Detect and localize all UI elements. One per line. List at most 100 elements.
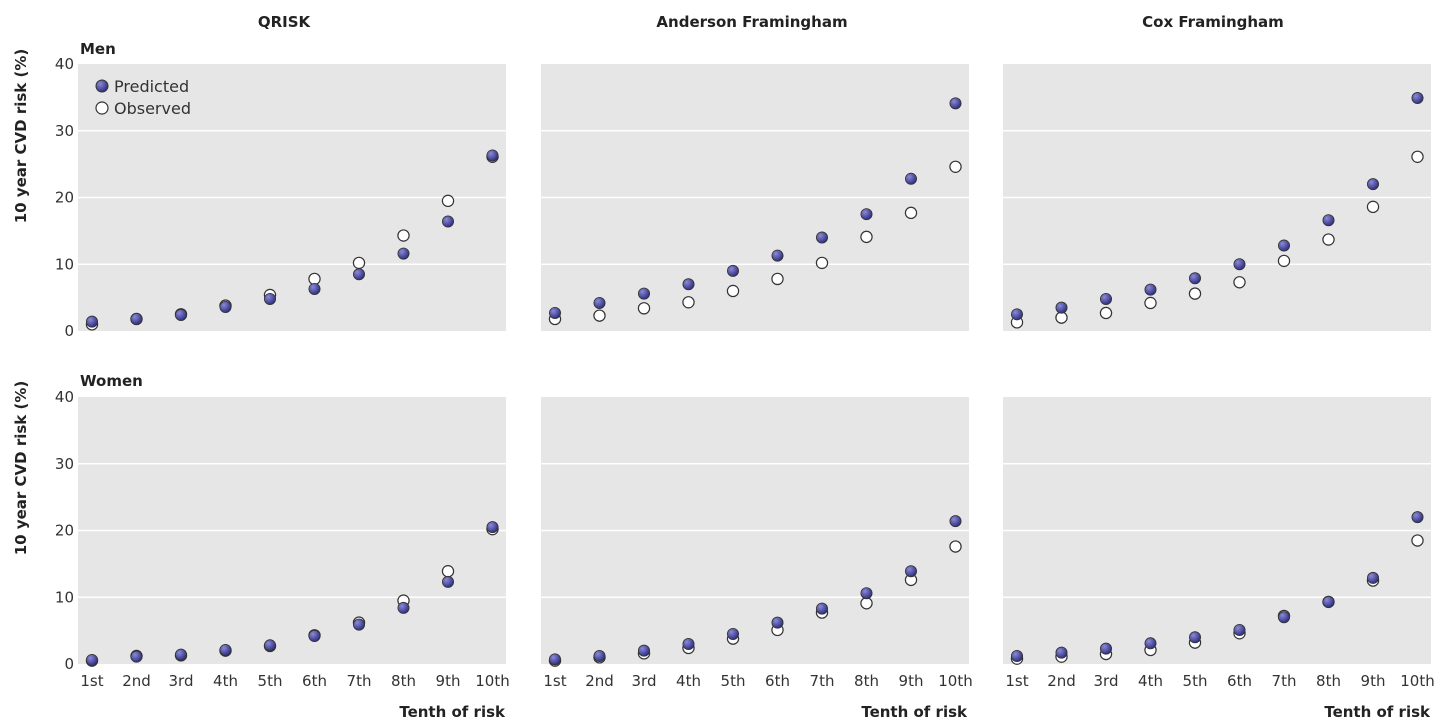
- predicted-point: [949, 97, 962, 110]
- predicted-point: [219, 643, 232, 656]
- observed-point: [771, 272, 784, 286]
- x-tick-label: 9th: [1361, 672, 1386, 690]
- predicted-point: [638, 287, 651, 300]
- x-tick-label: 10th: [475, 672, 509, 690]
- predicted-point: [219, 300, 232, 313]
- observed-point: [1277, 254, 1291, 268]
- predicted-point: [174, 308, 187, 321]
- panel-women-qrisk: 0 10 20 30 40 1st 2nd 3rd 4th 5th 6th 7th 8th 9th 10th: [55, 388, 510, 690]
- predicted-point: [593, 649, 606, 662]
- panel-women-cox-framingham: 1st 2nd 3rd 4th 5th 6th 7th 8th 9th 10th: [1003, 397, 1435, 690]
- predicted-point: [86, 315, 99, 328]
- x-axis-label-cox-framingham: Tenth of risk: [1324, 703, 1431, 721]
- x-tick-label: 7th: [347, 672, 372, 690]
- predicted-point: [1322, 214, 1335, 227]
- y-tick-label: 0: [64, 655, 74, 673]
- predicted-point: [352, 268, 365, 281]
- observed-point: [1366, 200, 1380, 214]
- predicted-point: [130, 312, 143, 325]
- observed-point: [726, 284, 740, 298]
- x-axis-label-anderson-framingham: Tenth of risk: [861, 703, 968, 721]
- y-tick-label: 10: [55, 255, 74, 273]
- x-tick-label: 5th: [721, 672, 746, 690]
- predicted-point: [1367, 571, 1380, 584]
- predicted-point: [441, 215, 454, 228]
- row-label-men: Men: [80, 40, 116, 58]
- observed-point: [397, 229, 410, 242]
- predicted-point: [308, 282, 321, 295]
- legend: Predicted Observed: [95, 77, 191, 118]
- y-tick-label: 30: [55, 122, 74, 140]
- predicted-point: [682, 278, 695, 291]
- observed-point: [593, 309, 606, 322]
- predicted-point: [549, 306, 562, 319]
- x-tick-label: 1st: [1005, 672, 1028, 690]
- predicted-point: [1011, 308, 1024, 321]
- predicted-point: [1233, 258, 1246, 271]
- predicted-point: [352, 618, 365, 631]
- x-tick-label: 6th: [765, 672, 790, 690]
- predicted-point: [771, 616, 784, 629]
- y-tick-label: 10: [55, 588, 74, 606]
- observed-point: [860, 230, 873, 244]
- x-tick-label: 6th: [302, 672, 327, 690]
- observed-point: [860, 597, 873, 610]
- x-tick-label: 2nd: [122, 672, 151, 690]
- predicted-point: [549, 653, 562, 666]
- predicted-point: [816, 602, 829, 615]
- observed-point: [441, 194, 455, 208]
- predicted-point: [593, 296, 606, 309]
- column-title-qrisk: QRISK: [258, 13, 312, 31]
- predicted-point: [905, 172, 918, 185]
- predicted-point: [1055, 646, 1068, 659]
- predicted-point: [130, 650, 143, 663]
- predicted-point: [1100, 642, 1113, 655]
- x-tick-label: 8th: [391, 672, 416, 690]
- predicted-point: [1367, 178, 1380, 191]
- predicted-point: [1100, 292, 1113, 305]
- observed-point: [1322, 233, 1335, 246]
- x-tick-label: 3rd: [1094, 672, 1119, 690]
- predicted-point: [682, 637, 695, 650]
- predicted-point: [816, 231, 829, 244]
- x-tick-label: 7th: [1272, 672, 1297, 690]
- observed-point: [352, 256, 366, 270]
- predicted-point: [397, 601, 410, 614]
- predicted-point: [1189, 272, 1202, 285]
- predicted-point: [949, 515, 962, 528]
- observed-point: [1144, 296, 1157, 310]
- x-axis-label-qrisk: Tenth of risk: [399, 703, 506, 721]
- legend-observed-marker: [95, 101, 109, 115]
- y-tick-label: 30: [55, 455, 74, 473]
- predicted-point: [1411, 511, 1424, 524]
- legend-observed-label: Observed: [114, 99, 191, 118]
- predicted-point: [638, 644, 651, 657]
- x-tick-label: 3rd: [169, 672, 194, 690]
- predicted-point: [905, 565, 918, 578]
- x-tick-label: 5th: [258, 672, 283, 690]
- x-tick-label: 8th: [854, 672, 879, 690]
- observed-point: [682, 296, 695, 309]
- x-tick-label: 4th: [213, 672, 238, 690]
- x-tick-label: 4th: [676, 672, 701, 690]
- x-tick-label: 10th: [1400, 672, 1434, 690]
- predicted-point: [771, 249, 784, 262]
- observed-point: [637, 302, 651, 315]
- predicted-point: [263, 292, 276, 305]
- y-tick-label: 0: [64, 322, 74, 340]
- legend-predicted-label: Predicted: [114, 77, 189, 96]
- x-tick-label: 9th: [899, 672, 924, 690]
- panel-men-cox-framingham: [1003, 64, 1431, 331]
- y-tick-label: 40: [55, 55, 74, 73]
- x-tick-label: 2nd: [1047, 672, 1076, 690]
- predicted-point: [1055, 301, 1068, 314]
- observed-point: [1188, 287, 1202, 300]
- predicted-point: [1011, 649, 1024, 662]
- observed-point: [949, 160, 962, 173]
- column-title-anderson-framingham: Anderson Framingham: [656, 13, 847, 31]
- row-label-women: Women: [80, 372, 143, 390]
- predicted-point: [174, 648, 187, 661]
- predicted-point: [441, 575, 454, 588]
- predicted-point: [486, 521, 499, 534]
